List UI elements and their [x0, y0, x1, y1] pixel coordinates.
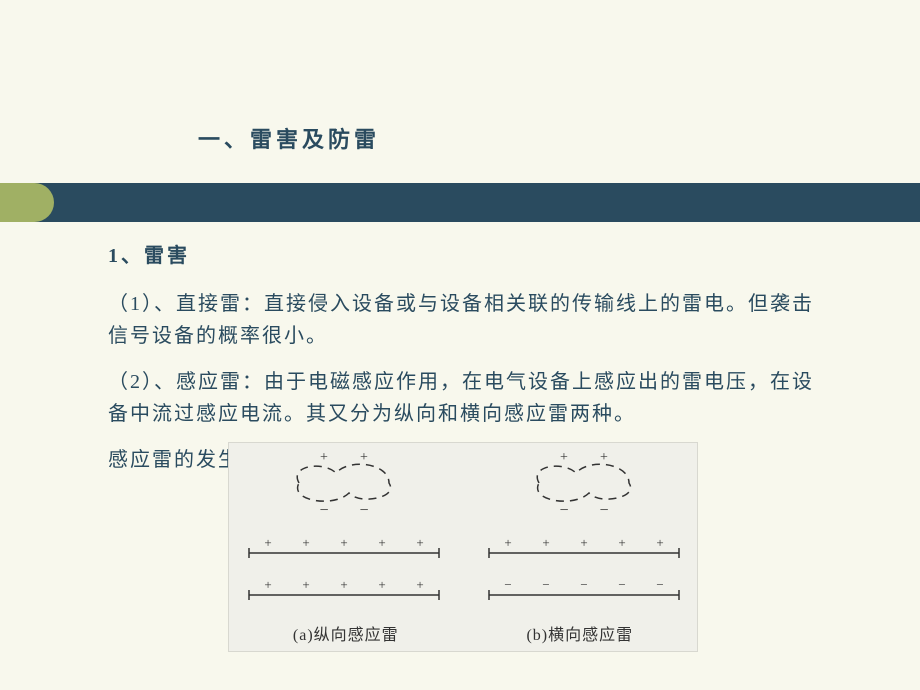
svg-text:+: + [320, 450, 328, 465]
svg-text:+: + [264, 577, 271, 592]
svg-text:+: + [542, 535, 549, 550]
header-band [0, 183, 920, 222]
svg-text:+: + [378, 577, 385, 592]
svg-text:−: − [504, 577, 511, 592]
svg-text:−: − [599, 502, 608, 519]
svg-text:−: − [319, 502, 328, 519]
svg-text:+: + [416, 535, 423, 550]
diagram-svg: + + − − + + + + + + + + + + + + − − + + + + + − − − − − [229, 443, 699, 623]
paragraph-1: （1）、直接雷：直接侵入设备或与设备相关联的传输线上的雷电。但袭击信号设备的概率… [108, 288, 818, 352]
svg-text:−: − [656, 577, 663, 592]
paragraph-2: （2）、感应雷：由于电磁感应作用，在电气设备上感应出的雷电压，在设备中流过感应电… [108, 366, 818, 430]
svg-text:−: − [618, 577, 625, 592]
header-cap [0, 183, 54, 222]
section-heading: 1、雷害 [108, 240, 818, 272]
svg-text:+: + [580, 535, 587, 550]
svg-text:+: + [504, 535, 511, 550]
svg-text:+: + [656, 535, 663, 550]
svg-text:−: − [542, 577, 549, 592]
svg-text:+: + [302, 535, 309, 550]
svg-text:−: − [559, 502, 568, 519]
svg-text:+: + [560, 450, 568, 465]
svg-text:+: + [618, 535, 625, 550]
svg-text:+: + [600, 450, 608, 465]
svg-text:+: + [302, 577, 309, 592]
caption-a: (a)纵向感应雷 [293, 621, 399, 645]
svg-text:+: + [340, 577, 347, 592]
svg-text:+: + [340, 535, 347, 550]
svg-text:−: − [580, 577, 587, 592]
slide-title: 一、雷害及防雷 [198, 122, 380, 154]
caption-b: (b)横向感应雷 [526, 621, 633, 645]
svg-text:+: + [416, 577, 423, 592]
svg-text:−: − [359, 502, 368, 519]
svg-text:+: + [264, 535, 271, 550]
svg-text:+: + [360, 450, 368, 465]
svg-text:+: + [378, 535, 385, 550]
diagram: + + − − + + + + + + + + + + + + − − + + + + + − − − − − (a)纵向感应雷 (b… [228, 442, 698, 652]
